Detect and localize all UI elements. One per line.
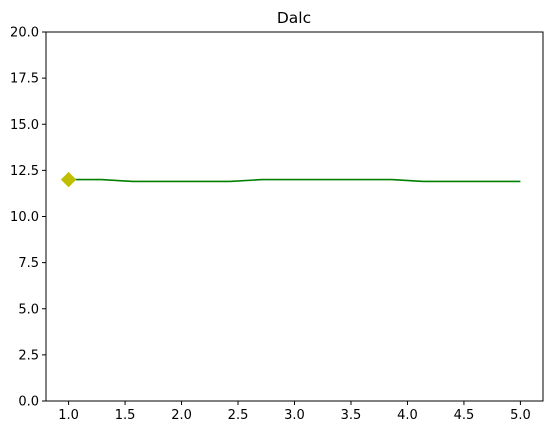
y-tick-label: 7.5	[18, 256, 39, 271]
x-tick-label: 4.5	[454, 408, 475, 423]
series-point	[391, 179, 393, 181]
series-point	[455, 181, 457, 183]
y-tick-label: 17.5	[10, 72, 39, 87]
y-tick-label: 12.5	[10, 164, 39, 179]
y-tick-label: 2.5	[18, 348, 39, 363]
x-tick-label: 4.0	[397, 408, 418, 423]
series-point	[229, 181, 231, 183]
x-tick-label: 1.0	[58, 408, 79, 423]
x-tick-label: 2.5	[228, 408, 249, 423]
y-tick-label: 20.0	[10, 26, 39, 41]
x-tick-label: 5.0	[510, 408, 531, 423]
series-point	[520, 181, 522, 183]
series-point	[261, 179, 263, 181]
series-point	[326, 179, 328, 181]
series-point	[422, 181, 424, 183]
series-point	[165, 181, 167, 183]
series-point	[197, 181, 199, 183]
y-tick-label: 15.0	[10, 118, 39, 133]
series-point	[101, 179, 103, 181]
plot-area: 1.0 1.5 2.0 2.5 3.0 3.5 4.0 4.5 5.0 0.0 2.5 5.0 7.5 1…	[10, 26, 543, 424]
x-tick-label: 3.5	[341, 408, 362, 423]
series-point	[132, 181, 134, 183]
series-point	[358, 179, 360, 181]
series-point	[487, 181, 489, 183]
x-tick-label: 2.0	[171, 408, 192, 423]
series-point	[294, 179, 296, 181]
y-tick-label: 5.0	[18, 302, 39, 317]
x-tick-label: 3.0	[284, 408, 305, 423]
x-tick-label: 1.5	[115, 408, 136, 423]
y-tick-label: 10.0	[10, 210, 39, 225]
diamond-marker	[62, 173, 76, 187]
axes-frame	[46, 32, 543, 401]
chart-title: Dalc	[277, 9, 311, 27]
y-tick-label: 0.0	[18, 395, 39, 410]
